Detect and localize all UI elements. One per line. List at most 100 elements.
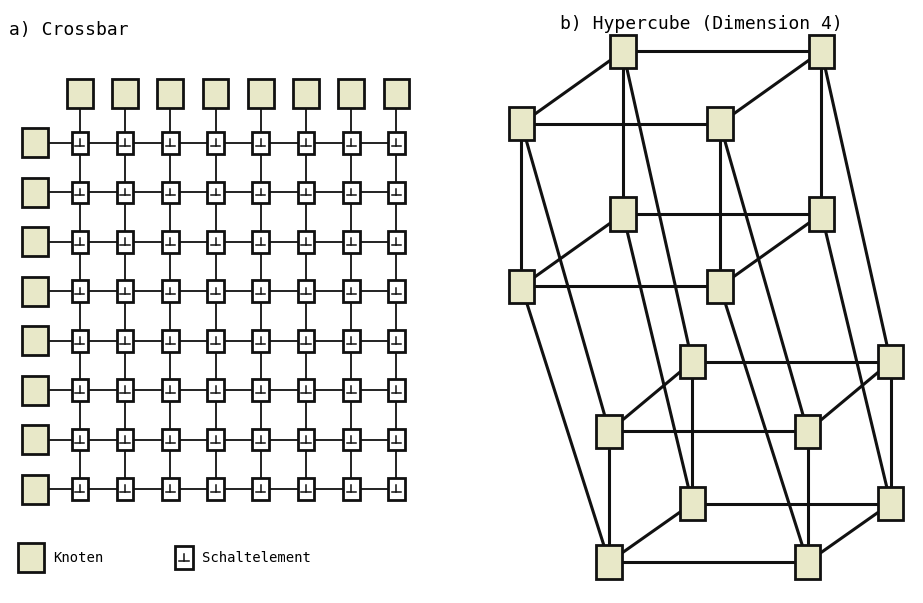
FancyBboxPatch shape xyxy=(116,182,133,203)
FancyBboxPatch shape xyxy=(878,487,904,520)
FancyBboxPatch shape xyxy=(72,429,89,450)
FancyBboxPatch shape xyxy=(162,478,179,500)
FancyBboxPatch shape xyxy=(116,429,133,450)
FancyBboxPatch shape xyxy=(22,376,48,405)
FancyBboxPatch shape xyxy=(252,280,269,302)
FancyBboxPatch shape xyxy=(22,326,48,355)
FancyBboxPatch shape xyxy=(72,379,89,401)
FancyBboxPatch shape xyxy=(22,227,48,256)
FancyBboxPatch shape xyxy=(297,379,314,401)
FancyBboxPatch shape xyxy=(383,79,410,108)
FancyBboxPatch shape xyxy=(72,280,89,302)
FancyBboxPatch shape xyxy=(207,132,223,154)
FancyBboxPatch shape xyxy=(116,132,133,154)
FancyBboxPatch shape xyxy=(207,280,223,302)
FancyBboxPatch shape xyxy=(596,545,622,579)
FancyBboxPatch shape xyxy=(116,280,133,302)
FancyBboxPatch shape xyxy=(22,128,48,157)
FancyBboxPatch shape xyxy=(162,330,179,352)
FancyBboxPatch shape xyxy=(388,132,404,154)
FancyBboxPatch shape xyxy=(596,415,622,447)
FancyBboxPatch shape xyxy=(162,132,179,154)
FancyBboxPatch shape xyxy=(294,79,319,108)
Text: a) Crossbar: a) Crossbar xyxy=(9,21,129,39)
FancyBboxPatch shape xyxy=(207,182,223,203)
FancyBboxPatch shape xyxy=(297,182,314,203)
FancyBboxPatch shape xyxy=(252,231,269,253)
FancyBboxPatch shape xyxy=(509,270,534,303)
FancyBboxPatch shape xyxy=(795,415,821,447)
Text: Schaltelement: Schaltelement xyxy=(202,551,311,565)
FancyBboxPatch shape xyxy=(343,379,360,401)
FancyBboxPatch shape xyxy=(297,231,314,253)
FancyBboxPatch shape xyxy=(809,197,834,230)
Text: b) Hypercube (Dimension 4): b) Hypercube (Dimension 4) xyxy=(560,15,843,33)
FancyBboxPatch shape xyxy=(116,231,133,253)
FancyBboxPatch shape xyxy=(338,79,364,108)
FancyBboxPatch shape xyxy=(116,478,133,500)
FancyBboxPatch shape xyxy=(297,429,314,450)
FancyBboxPatch shape xyxy=(72,231,89,253)
FancyBboxPatch shape xyxy=(162,379,179,401)
FancyBboxPatch shape xyxy=(116,379,133,401)
FancyBboxPatch shape xyxy=(388,280,404,302)
FancyBboxPatch shape xyxy=(22,178,48,207)
FancyBboxPatch shape xyxy=(157,79,183,108)
FancyBboxPatch shape xyxy=(72,478,89,500)
FancyBboxPatch shape xyxy=(343,478,360,500)
FancyBboxPatch shape xyxy=(388,231,404,253)
FancyBboxPatch shape xyxy=(343,429,360,450)
FancyBboxPatch shape xyxy=(343,231,360,253)
FancyBboxPatch shape xyxy=(809,34,834,68)
FancyBboxPatch shape xyxy=(72,330,89,352)
FancyBboxPatch shape xyxy=(343,132,360,154)
FancyBboxPatch shape xyxy=(297,478,314,500)
FancyBboxPatch shape xyxy=(610,197,636,230)
FancyBboxPatch shape xyxy=(297,132,314,154)
FancyBboxPatch shape xyxy=(207,330,223,352)
FancyBboxPatch shape xyxy=(343,182,360,203)
FancyBboxPatch shape xyxy=(207,478,223,500)
FancyBboxPatch shape xyxy=(72,182,89,203)
FancyBboxPatch shape xyxy=(707,107,733,140)
FancyBboxPatch shape xyxy=(247,79,273,108)
FancyBboxPatch shape xyxy=(252,379,269,401)
FancyBboxPatch shape xyxy=(72,132,89,154)
FancyBboxPatch shape xyxy=(162,429,179,450)
FancyBboxPatch shape xyxy=(388,330,404,352)
FancyBboxPatch shape xyxy=(610,34,636,68)
FancyBboxPatch shape xyxy=(207,379,223,401)
FancyBboxPatch shape xyxy=(22,277,48,306)
FancyBboxPatch shape xyxy=(175,546,193,569)
FancyBboxPatch shape xyxy=(162,280,179,302)
FancyBboxPatch shape xyxy=(252,429,269,450)
FancyBboxPatch shape xyxy=(388,478,404,500)
FancyBboxPatch shape xyxy=(22,475,48,504)
FancyBboxPatch shape xyxy=(252,132,269,154)
FancyBboxPatch shape xyxy=(679,487,705,520)
FancyBboxPatch shape xyxy=(116,330,133,352)
FancyBboxPatch shape xyxy=(297,330,314,352)
FancyBboxPatch shape xyxy=(297,280,314,302)
FancyBboxPatch shape xyxy=(207,429,223,450)
FancyBboxPatch shape xyxy=(679,345,705,379)
FancyBboxPatch shape xyxy=(22,425,48,454)
FancyBboxPatch shape xyxy=(66,79,92,108)
Text: Knoten: Knoten xyxy=(54,551,103,565)
FancyBboxPatch shape xyxy=(207,231,223,253)
FancyBboxPatch shape xyxy=(162,182,179,203)
FancyBboxPatch shape xyxy=(203,79,228,108)
FancyBboxPatch shape xyxy=(252,182,269,203)
FancyBboxPatch shape xyxy=(878,345,904,379)
FancyBboxPatch shape xyxy=(343,280,360,302)
FancyBboxPatch shape xyxy=(388,429,404,450)
FancyBboxPatch shape xyxy=(162,231,179,253)
FancyBboxPatch shape xyxy=(509,107,534,140)
FancyBboxPatch shape xyxy=(252,478,269,500)
FancyBboxPatch shape xyxy=(388,182,404,203)
FancyBboxPatch shape xyxy=(18,543,44,572)
FancyBboxPatch shape xyxy=(113,79,138,108)
FancyBboxPatch shape xyxy=(707,270,733,303)
FancyBboxPatch shape xyxy=(795,545,821,579)
FancyBboxPatch shape xyxy=(343,330,360,352)
